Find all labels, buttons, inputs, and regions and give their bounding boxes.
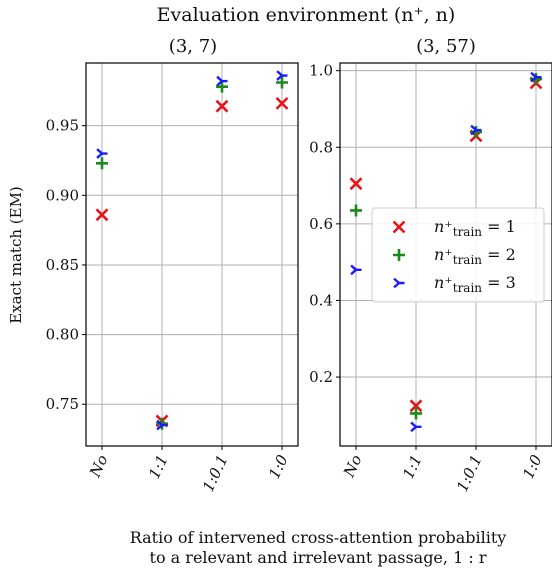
x-tick-label: 1:0.1	[453, 452, 486, 494]
data-point-series-1	[409, 399, 423, 413]
data-point-series-2	[96, 157, 108, 170]
x-tick-label: No	[340, 452, 366, 481]
data-point-series-3	[470, 124, 482, 136]
data-point-series-2	[530, 73, 542, 86]
y-tick-label: 0.8	[309, 138, 333, 156]
data-point-series-3	[156, 419, 168, 431]
y-tick-label: 0.90	[46, 186, 79, 204]
y-tick-label: 0.80	[46, 326, 79, 344]
legend-label-3: n⁺train = 3	[434, 273, 516, 295]
panel-title-right: (3, 57)	[416, 36, 476, 57]
data-point-series-3	[96, 148, 108, 159]
legend-marker-2	[393, 249, 405, 261]
y-tick-label: 0.6	[309, 215, 333, 233]
data-point-series-3	[410, 421, 422, 433]
data-point-series-3	[530, 71, 542, 83]
data-point-series-1	[215, 99, 229, 113]
panel-left: 0.75 0.80 0.85 0.90 0.95 No 1:1 1:0.1 1:0	[46, 62, 299, 495]
y-tick-label: 0.85	[46, 256, 79, 274]
legend-box	[371, 207, 545, 303]
legend: n⁺train = 1 n⁺train = 2 n⁺train = 3	[371, 207, 545, 303]
x-axis-label-line1: Ratio of intervened cross-attention prob…	[130, 528, 507, 547]
y-tick-label: 0.95	[46, 117, 79, 135]
data-point-series-2	[276, 76, 288, 89]
data-point-series-1	[95, 208, 109, 222]
data-point-series-3	[350, 264, 362, 276]
legend-label-2: n⁺train = 2	[434, 245, 516, 267]
data-point-series-3	[276, 70, 288, 81]
x-tick-label: 1:0.1	[199, 452, 232, 494]
plot-frame	[339, 62, 552, 447]
plot-frame	[85, 62, 299, 447]
y-tick-label: 0.75	[46, 395, 79, 413]
x-tick-label: 1:1	[399, 452, 426, 481]
data-point-series-1	[275, 96, 289, 110]
data-point-series-3	[216, 75, 228, 87]
legend-label-1: n⁺train = 1	[434, 217, 516, 239]
data-point-series-2	[410, 407, 422, 420]
panel-title-left: (3, 7)	[169, 36, 217, 57]
x-tick-label: 1:0	[519, 452, 546, 482]
y-tick-label: 0.2	[309, 368, 333, 386]
data-point-series-2	[350, 204, 362, 217]
y-axis-label: Exact match (EM)	[7, 186, 25, 324]
x-tick-label: No	[86, 452, 112, 481]
data-point-series-2	[470, 125, 482, 138]
y-tick-label: 1.0	[309, 62, 333, 80]
data-point-series-1	[349, 177, 363, 191]
x-axis-label-line2: to a relevant and irrelevant passage, 1 …	[150, 548, 487, 567]
x-tick-label: 1:0	[265, 452, 292, 482]
y-tick-label: 0.4	[309, 291, 333, 309]
legend-marker-3	[393, 277, 405, 289]
suptitle: Evaluation environment (n⁺, n)	[157, 4, 456, 26]
x-tick-label: 1:1	[145, 452, 172, 481]
legend-marker-1	[392, 220, 406, 234]
